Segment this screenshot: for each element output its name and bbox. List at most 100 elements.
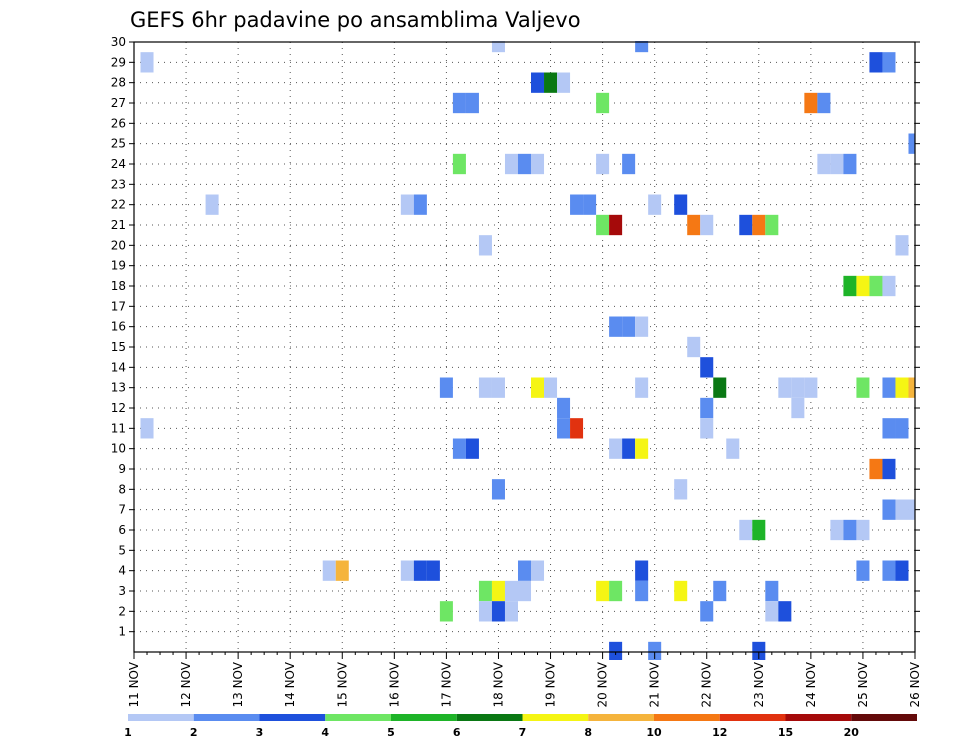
x-tick-label: 24 NOV [804,661,818,707]
y-tick-label: 15 [111,340,126,354]
precip-cell [504,601,518,622]
precip-cell [739,214,753,236]
precip-cell [882,52,896,73]
precip-cell [335,560,349,581]
y-tick-label: 17 [111,299,126,313]
colorbar-label: 20 [844,726,860,739]
precip-cell [452,92,466,114]
colorbar-label: 8 [584,726,592,739]
y-tick-label: 22 [111,198,126,212]
precip-cell [908,499,915,520]
colorbar-label: 12 [712,726,727,739]
x-tick-label: 16 NOV [387,661,401,707]
precip-cell [895,560,909,581]
precip-cell [869,458,883,480]
precip-cell [635,438,649,459]
precip-cell [882,275,896,297]
precip-cell [700,418,714,439]
precip-cell [517,153,532,175]
precip-cell [765,214,779,236]
y-tick-label: 13 [111,381,126,395]
precip-cell [622,316,636,337]
y-tick-label: 12 [111,401,126,415]
colorbar-swatch [851,714,917,721]
precip-cell [491,479,505,500]
y-tick-label: 3 [118,584,126,598]
colorbar-swatch [456,714,523,721]
precip-cell [491,41,505,53]
colorbar-swatch [128,714,194,721]
precip-cell [504,580,518,602]
precip-cell [622,438,636,459]
precip-cell [908,133,915,154]
precip-cell [635,580,649,602]
precip-cell [491,601,505,622]
y-tick-label: 21 [111,218,126,232]
y-tick-label: 26 [111,116,126,130]
precip-cell [452,153,466,175]
chart-title: GEFS 6hr padavine po ansamblima Valjevo [130,8,581,32]
colorbar-label: 3 [256,726,264,739]
precip-cell [478,235,492,256]
precip-cell [895,418,909,439]
colorbar-swatch [588,714,654,721]
precip-cell [765,580,779,602]
x-tick-label: 14 NOV [283,661,297,707]
precip-cell [596,214,610,236]
precip-cell [674,580,688,602]
y-tick-label: 27 [111,96,126,110]
colorbar-label: 10 [646,726,662,739]
y-tick-label: 28 [111,76,126,90]
x-tick-label: 13 NOV [231,661,245,707]
colorbar-label: 15 [778,726,793,739]
precip-cell [635,41,649,53]
precip-cell [700,601,714,622]
precip-cell [648,641,662,660]
precip-cell [517,580,532,602]
precip-cell [583,194,597,215]
precip-cell [856,519,870,541]
precip-cell [778,377,792,398]
colorbar-label: 6 [453,726,461,739]
colorbar-label: 7 [519,726,527,739]
precip-cell [830,519,844,541]
precip-cell [882,377,896,398]
precip-cell [635,377,649,398]
precip-cell [465,438,479,459]
x-tick-label: 19 NOV [544,661,558,707]
precip-cell [531,153,545,175]
precip-cell [830,153,844,175]
precip-cell [700,397,714,419]
precip-cell [856,377,870,398]
precip-cell [687,336,701,358]
precip-cell [804,92,818,114]
precip-cell [882,499,896,520]
precip-cell [622,153,636,175]
precip-cell [140,52,154,73]
y-tick-label: 9 [118,462,126,476]
precip-cell [596,580,610,602]
precip-cell [674,194,688,215]
x-tick-label: 20 NOV [596,661,610,707]
precip-cell [817,92,831,114]
precip-cell [687,214,701,236]
precip-cell [635,560,649,581]
y-tick-label: 4 [118,564,126,578]
precip-cell [413,560,427,581]
y-tick-label: 24 [111,157,126,171]
x-tick-label: 21 NOV [648,661,662,707]
x-tick-label: 26 NOV [908,661,922,707]
precip-cell [439,377,453,398]
colorbar-swatch [785,714,852,721]
precip-cell [908,377,915,398]
precip-cell [882,560,896,581]
y-tick-label: 10 [111,442,126,456]
precip-cell [557,72,571,93]
precip-cell [439,601,453,622]
precip-cell [843,519,857,541]
y-tick-label: 1 [118,625,126,639]
precip-cell [791,397,805,419]
precip-cell [882,458,896,480]
colorbar-swatch [719,714,786,721]
